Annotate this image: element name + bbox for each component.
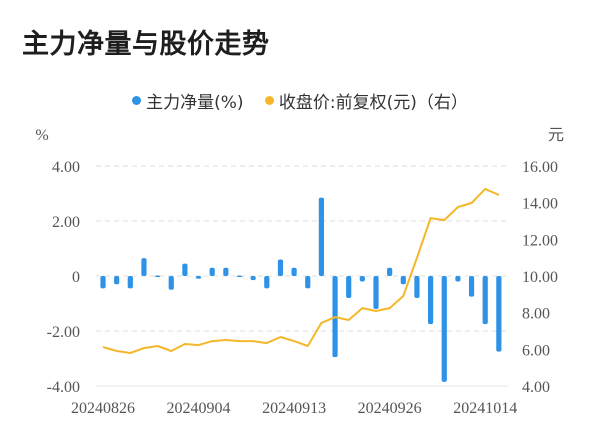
bar[interactable] (468, 276, 475, 297)
x-axis: 20240826 20240904 20240913 20240926 20241014 (71, 400, 517, 417)
bar[interactable] (428, 276, 434, 325)
x-axis-tick: 20240826 (71, 400, 135, 417)
bar[interactable] (346, 276, 352, 298)
bar[interactable] (482, 276, 488, 325)
x-axis-tick: 20241014 (453, 400, 517, 417)
net-volume-bars (100, 197, 502, 382)
bar[interactable] (114, 276, 120, 285)
right-axis: 元 16.00 14.00 12.00 10.00 8.00 6.00 4.00 (522, 127, 564, 396)
right-axis-tick: 14.00 (522, 196, 558, 213)
right-axis-tick: 16.00 (522, 159, 558, 176)
bar[interactable] (277, 259, 284, 277)
legend-item-net-volume[interactable]: 主力净量(%) (132, 88, 244, 113)
bar[interactable] (168, 276, 174, 290)
bar[interactable] (141, 258, 147, 276)
bar[interactable] (359, 276, 365, 282)
bar[interactable] (250, 276, 256, 281)
bar[interactable] (182, 263, 188, 276)
bar[interactable] (455, 276, 461, 282)
legend-item-close-price[interactable]: 收盘价:前复权(元)（右） (264, 88, 468, 113)
grid-lines (96, 165, 508, 387)
bar[interactable] (400, 276, 406, 285)
bar[interactable] (414, 276, 420, 298)
x-axis-tick: 20240913 (262, 400, 326, 417)
legend: 主力净量(%) 收盘价:前复权(元)（右） (0, 88, 600, 113)
bar[interactable] (441, 276, 447, 382)
right-axis-tick: 12.00 (522, 232, 558, 249)
right-axis-tick: 10.00 (522, 269, 558, 286)
legend-dot-icon (264, 96, 274, 105)
bar[interactable] (155, 275, 161, 277)
legend-label: 主力净量(%) (146, 93, 244, 113)
chart-title: 主力净量与股价走势 (22, 29, 270, 60)
legend-label: 收盘价:前复权(元)（右） (278, 93, 468, 113)
bar[interactable] (195, 276, 202, 279)
x-axis-tick: 20240926 (358, 400, 422, 417)
left-axis-tick: -2.00 (47, 324, 80, 341)
bar[interactable] (387, 267, 393, 276)
bar[interactable] (496, 276, 502, 352)
left-axis-unit: % (35, 127, 48, 144)
left-axis-tick: 0 (72, 269, 80, 286)
bar[interactable] (318, 197, 324, 276)
bar[interactable] (100, 276, 106, 289)
left-axis-tick: 4.00 (52, 159, 80, 176)
left-axis-tick: 2.00 (52, 214, 80, 231)
bar[interactable] (236, 275, 243, 277)
right-axis-unit: 元 (548, 127, 564, 144)
bar[interactable] (305, 276, 311, 289)
x-axis-tick: 20240904 (167, 400, 231, 417)
bar[interactable] (291, 267, 297, 276)
bar[interactable] (209, 267, 215, 276)
close-price-line (102, 187, 500, 354)
right-axis-tick: 4.00 (522, 379, 550, 396)
bar[interactable] (373, 276, 379, 309)
legend-dot-icon (132, 96, 142, 105)
bar[interactable] (127, 276, 133, 289)
bar[interactable] (223, 267, 229, 276)
right-axis-tick: 6.00 (522, 342, 550, 359)
left-axis-tick: -4.00 (47, 379, 80, 396)
right-axis-tick: 8.00 (522, 306, 550, 323)
left-axis: %4.00 2.00 0 -2.00 -4.00 (35, 127, 80, 396)
bar[interactable] (264, 276, 270, 289)
